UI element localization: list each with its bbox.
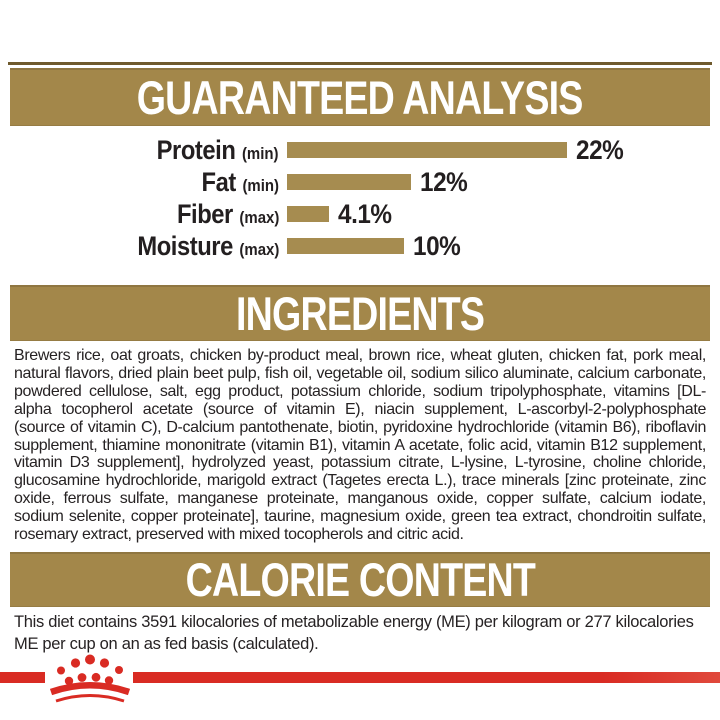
- nutrient-row-fat: Fat (min) 12%: [0, 166, 720, 198]
- guaranteed-analysis-title: GUARANTEED ANALYSIS: [137, 70, 584, 124]
- brand-red-stripe-left: [0, 672, 45, 683]
- nutrient-name: Moisture: [137, 230, 233, 261]
- nutrient-bar: [287, 238, 404, 254]
- calorie-content-banner: CALORIE CONTENT: [10, 552, 710, 607]
- guaranteed-analysis-chart: Protein (min) 22% Fat (min) 12% Fiber: [0, 134, 720, 262]
- nutrient-value: 10%: [413, 230, 461, 261]
- royal-canin-crown-logo: [49, 654, 131, 703]
- nutrient-value: 12%: [420, 166, 468, 197]
- nutrient-bar: [287, 142, 567, 158]
- nutrient-label: Protein (min): [0, 135, 279, 166]
- ingredients-title: INGREDIENTS: [235, 286, 485, 340]
- nutrient-row-protein: Protein (min) 22%: [0, 134, 720, 166]
- nutrient-qualifier: (min): [242, 175, 279, 195]
- ingredients-banner: INGREDIENTS: [10, 285, 710, 341]
- nutrient-qualifier: (min): [242, 143, 279, 163]
- nutrient-name: Fiber: [176, 198, 233, 229]
- nutrient-qualifier: (max): [239, 239, 279, 259]
- nutrient-name: Fat: [201, 166, 237, 197]
- nutrient-label: Fat (min): [0, 167, 279, 198]
- ingredients-paragraph: Brewers rice, oat groats, chicken by-pro…: [14, 347, 706, 544]
- nutrient-row-fiber: Fiber (max) 4.1%: [0, 198, 720, 230]
- nutrient-value: 22%: [576, 134, 624, 165]
- top-divider-line: [8, 62, 712, 65]
- calorie-content-paragraph: This diet contains 3591 kilocalories of …: [14, 613, 694, 653]
- nutrient-label: Moisture (max): [0, 231, 279, 262]
- brand-red-stripe-right: [133, 672, 720, 683]
- nutrient-value: 4.1%: [338, 198, 392, 229]
- nutrient-name: Protein: [157, 134, 236, 165]
- nutrient-row-moisture: Moisture (max) 10%: [0, 230, 720, 262]
- nutrient-qualifier: (max): [239, 207, 279, 227]
- nutrient-label: Fiber (max): [0, 199, 279, 230]
- nutrient-bar: [287, 206, 329, 222]
- calorie-content-title: CALORIE CONTENT: [185, 553, 535, 606]
- nutrient-bar: [287, 174, 411, 190]
- guaranteed-analysis-banner: GUARANTEED ANALYSIS: [10, 68, 710, 126]
